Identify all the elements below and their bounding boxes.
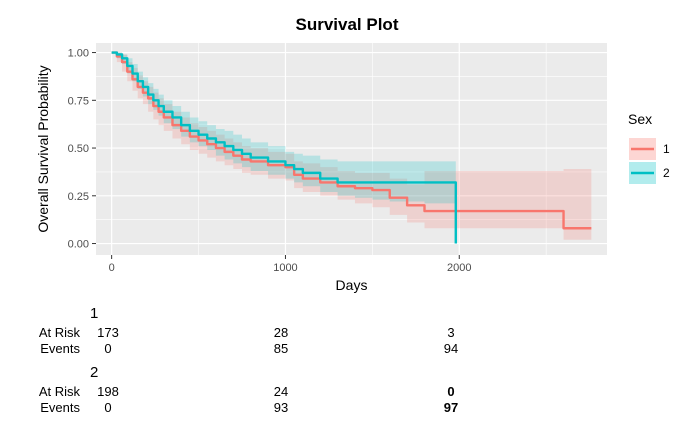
y-tick-label: 0.00 — [68, 239, 89, 251]
risk-cell: 0 — [104, 341, 112, 356]
x-tick-label: 0 — [109, 262, 115, 274]
legend: Sex 1 2 — [628, 111, 670, 184]
risk-cell: 0 — [104, 400, 112, 415]
survival-curves — [111, 51, 592, 244]
risk-cell: 28 — [273, 325, 289, 340]
risk-cell: 97 — [443, 400, 459, 415]
x-tick-label: 2000 — [447, 262, 471, 274]
risk-row-label: At Risk — [38, 384, 80, 399]
risk-cell: 85 — [273, 341, 289, 356]
survival-line-sex-2 — [111, 51, 457, 244]
risk-group-title: 2 — [90, 364, 99, 381]
legend-title: Sex — [628, 111, 652, 127]
risk-row-label: Events — [40, 400, 80, 415]
y-tick-label: 0.75 — [68, 95, 89, 107]
risk-row-label: At Risk — [38, 325, 80, 340]
chart-title: Survival Plot — [296, 15, 399, 34]
risk-row-label: Events — [40, 341, 80, 356]
risk-cell: 3 — [447, 325, 455, 340]
risk-cell: 198 — [97, 384, 119, 399]
y-tick-label: 1.00 — [68, 48, 89, 60]
y-tick-label: 0.50 — [68, 143, 89, 155]
survival-chart: Survival Plot 0 1000 2000 0.00 0.25 0.50 0.75… — [35, 15, 670, 293]
y-tick-label: 0.25 — [68, 191, 89, 203]
legend-label-1: 1 — [663, 142, 670, 156]
y-axis-label: Overall Survival Probability — [35, 65, 51, 232]
ci-band-sex-1 — [111, 52, 592, 240]
x-tick-label: 1000 — [273, 262, 297, 274]
risk-group-title: 1 — [90, 305, 99, 322]
legend-label-2: 2 — [663, 166, 670, 180]
risk-cell: 93 — [273, 400, 289, 415]
risk-cell: 24 — [273, 384, 289, 399]
risk-cell: 94 — [443, 341, 459, 356]
x-axis-label: Days — [336, 277, 368, 293]
ci-band-sex-2 — [111, 52, 456, 204]
x-axis-ticks: 0 1000 2000 — [109, 255, 472, 274]
grid-major — [96, 43, 607, 255]
confidence-bands — [111, 52, 592, 240]
y-axis-ticks: 0.00 0.25 0.50 0.75 1.00 — [68, 48, 96, 251]
risk-cell: 0 — [447, 384, 455, 399]
risk-cell: 173 — [97, 325, 119, 340]
